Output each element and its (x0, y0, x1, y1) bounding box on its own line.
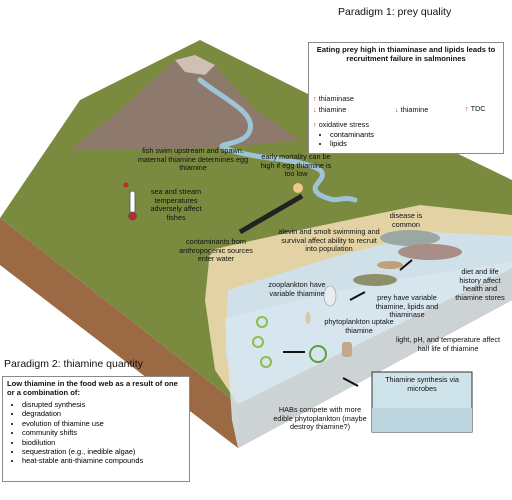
stress-list: contaminants lipids (317, 130, 374, 149)
lake-water-face (225, 262, 512, 448)
algae-cell-column (342, 342, 352, 357)
stress-item: lipids (330, 139, 374, 148)
juvenile-fish (377, 261, 403, 269)
cause-item: sequestration (e.g., inedible algae) (22, 447, 143, 456)
prey-fish (353, 274, 397, 286)
label-prey: prey have variable thiamine, lipids and … (375, 293, 439, 320)
algae-ring-2 (252, 336, 264, 348)
label-temperature: sea and stream temperatures adversely af… (150, 187, 202, 222)
salmon-effect: ↓ thiamine (395, 105, 429, 114)
cause-item: community shifts (22, 428, 143, 437)
label-contaminants: contaminants from anthropogenic sources … (179, 237, 253, 264)
larvae-effect: ↑ TDC (465, 104, 486, 113)
food-web-arrow-3 (399, 259, 413, 271)
thermometer-bulb (128, 211, 137, 221)
cause-item: disrupted synthesis (22, 400, 143, 409)
paradigm2-header: Low thiamine in the food web as a result… (7, 379, 178, 397)
paradigm1-box: Eating prey high in thiaminase and lipid… (308, 42, 504, 154)
paradigm2-list: disrupted synthesis degradation evolutio… (9, 400, 143, 466)
cause-item: biodilution (22, 438, 143, 447)
heat-dot (123, 182, 129, 188)
label-spawn: fish swim upstream and spawn. maternal t… (137, 146, 249, 173)
label-habs: HABs compete with more edible phytoplank… (273, 405, 367, 432)
label-phytoplankton: phytoplankton uptake thiamine (324, 317, 394, 335)
stress-item: contaminants (330, 130, 374, 139)
label-synthesis: Thiamine synthesis via microbes (385, 375, 459, 393)
contaminant-pipe (238, 193, 304, 235)
algae-ring-1 (256, 316, 268, 328)
food-web-arrow-4 (342, 377, 359, 387)
food-web-arrow-2 (349, 291, 366, 301)
prey-effect-2: ↓ thiamine (313, 105, 347, 114)
stream (197, 77, 358, 203)
algae-colony (309, 345, 327, 363)
paradigm2-title: Paradigm 2: thiamine quantity (4, 358, 143, 370)
mountain-peak (175, 55, 215, 75)
sediment-layer (372, 408, 472, 432)
algae-ring-3 (260, 356, 272, 368)
cause-item: heat-stable anti-thiamine compounds (22, 456, 143, 465)
mountain (70, 55, 300, 150)
label-disease: disease is common (389, 211, 423, 229)
label-zooplankton: zooplankton have variable thiamine (268, 280, 326, 298)
cause-item: degradation (22, 409, 143, 418)
cause-item: evolution of thiamine use (22, 419, 143, 428)
salmon-large-1 (380, 230, 440, 246)
paradigm1-header: Eating prey high in thiaminase and lipid… (316, 45, 496, 63)
zooplankton-1 (305, 312, 311, 324)
egg-cluster (293, 183, 303, 193)
paradigm1-title: Paradigm 1: prey quality (338, 6, 452, 18)
prey-effect-1: ↑ thiaminase (313, 94, 354, 103)
label-diet: diet and life history affect health and … (455, 267, 505, 302)
thermometer-tube (129, 190, 136, 214)
salmon-large-2 (398, 244, 462, 260)
zooplankton-2 (323, 285, 337, 307)
label-alevin: alevin and smolt swimming and survival a… (278, 227, 380, 254)
label-light: light, pH, and temperature affect half l… (395, 335, 501, 353)
stress-title: ↑ oxidative stress (313, 120, 369, 129)
label-mortality: early mortality can be high if egg thiam… (260, 152, 332, 179)
paradigm2-box: Low thiamine in the food web as a result… (2, 376, 190, 482)
